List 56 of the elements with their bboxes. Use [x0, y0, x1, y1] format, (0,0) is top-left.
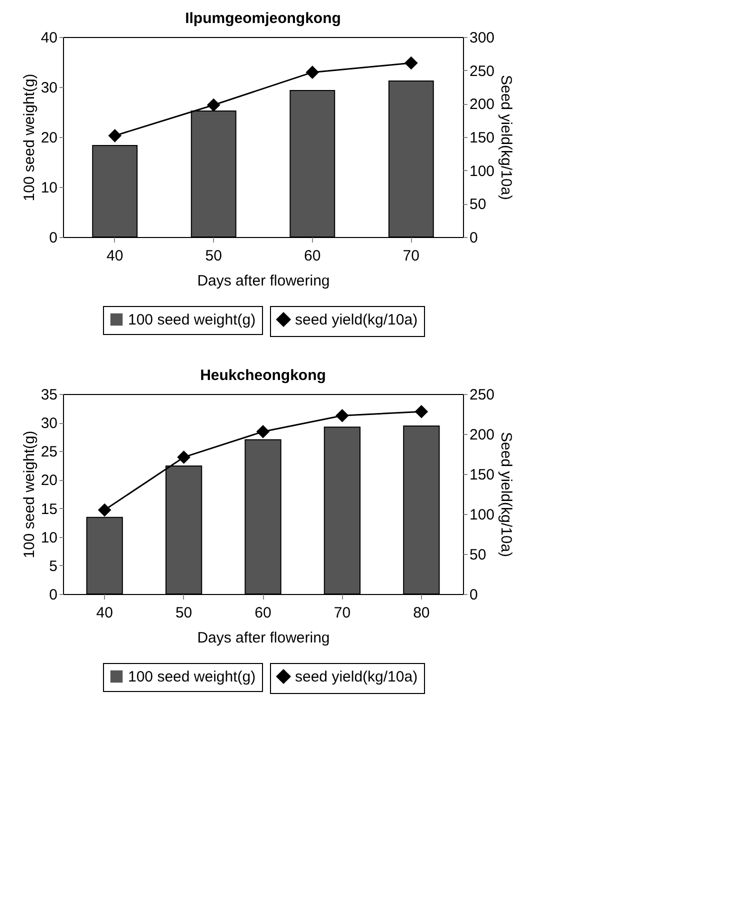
y2-tick-label: 0 [470, 230, 478, 246]
point [207, 98, 220, 112]
x-tick-label: 40 [106, 248, 124, 264]
x-tick-label: 60 [254, 604, 272, 622]
y-tick-label: 30 [40, 415, 58, 432]
y2-axis-title: Seed yield(kg/10a) [498, 432, 515, 558]
chart-title: Heukcheongkong [200, 367, 326, 384]
x-tick-label: 40 [96, 604, 113, 622]
y-tick-label: 30 [40, 80, 58, 96]
point [306, 66, 319, 79]
x-tick-label: 50 [175, 604, 192, 622]
point [256, 425, 270, 438]
y-tick-label: 0 [49, 230, 58, 246]
point [415, 405, 428, 418]
x-axis-title: Days after flowering [197, 272, 330, 290]
y-tick-label: 5 [49, 558, 58, 575]
y-tick-label: 10 [40, 180, 58, 196]
y2-tick-label: 150 [470, 130, 495, 146]
y-axis-title: 100 seed weight(g) [20, 430, 38, 558]
x-tick-label: 50 [205, 248, 222, 264]
y2-tick-label: 250 [470, 62, 495, 80]
legend-label: seed yield(kg/10a) [295, 668, 418, 686]
y2-tick-label: 50 [470, 546, 486, 564]
y2-tick-label: 200 [470, 96, 495, 114]
y-tick-label: 40 [40, 30, 58, 46]
y-tick-label: 0 [49, 586, 58, 604]
point [108, 129, 122, 142]
point [98, 504, 111, 516]
y-axis-title: 100 seed weight(g) [20, 74, 38, 202]
y2-tick-label: 150 [470, 466, 495, 484]
x-tick-label: 70 [402, 248, 420, 264]
point [178, 450, 190, 464]
y-tick-label: 10 [40, 529, 58, 546]
y2-tick-label: 300 [470, 30, 495, 46]
y2-tick-label: 100 [470, 162, 495, 180]
x-tick-label: 70 [334, 604, 351, 622]
y-tick-label: 20 [40, 472, 58, 490]
point [404, 56, 418, 70]
y2-tick-label: 200 [470, 426, 495, 444]
x-axis-title: Days after flowering [197, 630, 330, 646]
point [336, 409, 348, 422]
y2-tick-label: 50 [470, 196, 486, 214]
y2-tick-label: 250 [470, 386, 495, 404]
y-tick-label: 15 [40, 500, 58, 518]
y2-tick-label: 100 [470, 506, 495, 524]
y-tick-label: 20 [40, 130, 58, 146]
x-tick-label: 60 [304, 248, 321, 264]
legend-label: seed yield(kg/10a) [295, 312, 418, 328]
chart-title: Ilpumgeomjeongkong [185, 10, 341, 27]
y-tick-label: 25 [40, 444, 58, 461]
y2-tick-label: 0 [470, 586, 478, 604]
y-tick-label: 35 [40, 386, 58, 404]
legend-label: 100 seed weight(g) [128, 668, 256, 686]
x-tick-label: 80 [413, 604, 430, 622]
y2-axis-title: Seed yield(kg/10a) [498, 74, 515, 200]
legend-label: 100 seed weight(g) [128, 312, 256, 328]
